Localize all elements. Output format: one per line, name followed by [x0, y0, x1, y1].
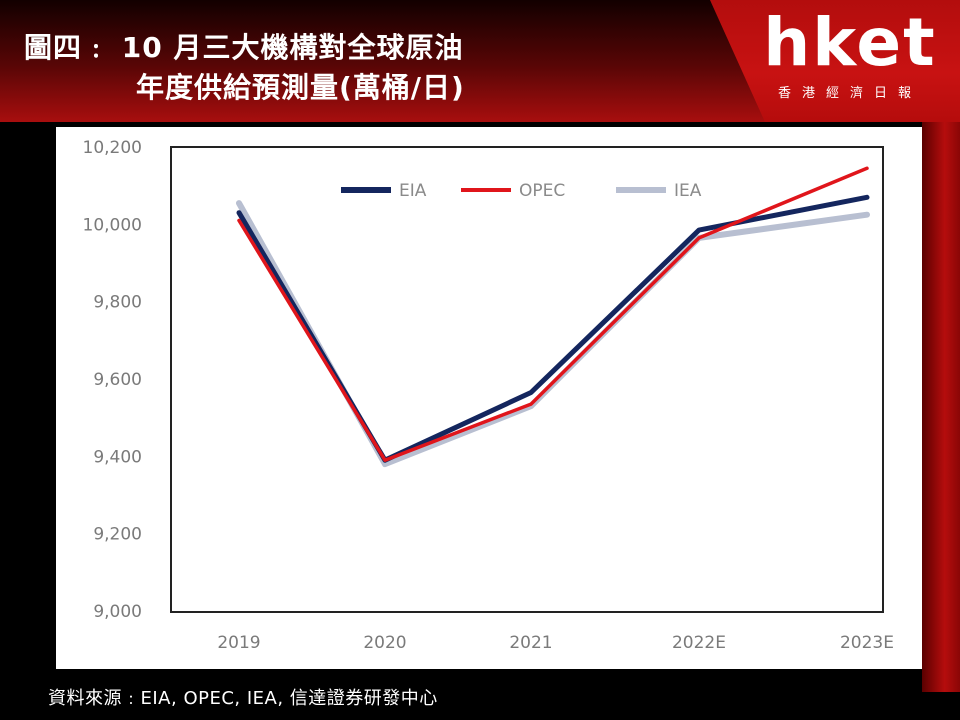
y-tick-label: 9,200	[93, 525, 142, 545]
series-line-iea	[236, 200, 870, 468]
y-tick-label: 9,400	[93, 447, 142, 467]
chart-card: 9,000 9,200 9,400 9,600 9,800 10,000 10,200 20…	[56, 127, 922, 669]
plot-frame	[170, 146, 884, 613]
series-line-opec	[237, 166, 869, 462]
logo-wordmark: hket	[763, 4, 937, 81]
y-axis: 9,000 9,200 9,400 9,600 9,800 10,000 10,200	[83, 138, 142, 622]
x-tick-label: 2023E	[840, 633, 894, 653]
logo-subtitle: 香港經濟日報	[777, 86, 922, 101]
title-line-1: 圖四﹕ 10 月三大機構對全球原油	[24, 31, 464, 64]
y-tick-label: 10,200	[83, 138, 142, 158]
x-tick-label: 2019	[217, 633, 260, 653]
y-tick-label: 9,800	[93, 293, 142, 313]
side-stripe	[922, 122, 960, 692]
y-tick-label: 9,600	[93, 370, 142, 390]
legend: EIA OPEC IEA	[341, 181, 702, 201]
hket-logo[interactable]: hket 香港經濟日報	[760, 4, 940, 102]
x-tick-label: 2020	[363, 633, 406, 653]
x-tick-label: 2021	[509, 633, 552, 653]
legend-label-eia: EIA	[399, 181, 427, 201]
series-lines	[236, 166, 870, 468]
title-line-2: 年度供給預測量(萬桶/日)	[136, 71, 465, 104]
x-axis: 2019 2020 2021 2022E 2023E	[217, 633, 894, 653]
chart-title: 圖四﹕ 10 月三大機構對全球原油 年度供給預測量(萬桶/日)	[24, 28, 465, 108]
legend-label-iea: IEA	[674, 181, 702, 201]
line-chart: 9,000 9,200 9,400 9,600 9,800 10,000 10,200 20…	[83, 138, 894, 653]
x-tick-label: 2022E	[672, 633, 726, 653]
source-note: 資料來源﹕EIA, OPEC, IEA, 信達證券研發中心	[48, 688, 438, 709]
y-tick-label: 10,000	[83, 215, 142, 235]
y-tick-label: 9,000	[93, 602, 142, 622]
series-line-eia	[236, 194, 870, 463]
legend-label-opec: OPEC	[519, 181, 565, 201]
